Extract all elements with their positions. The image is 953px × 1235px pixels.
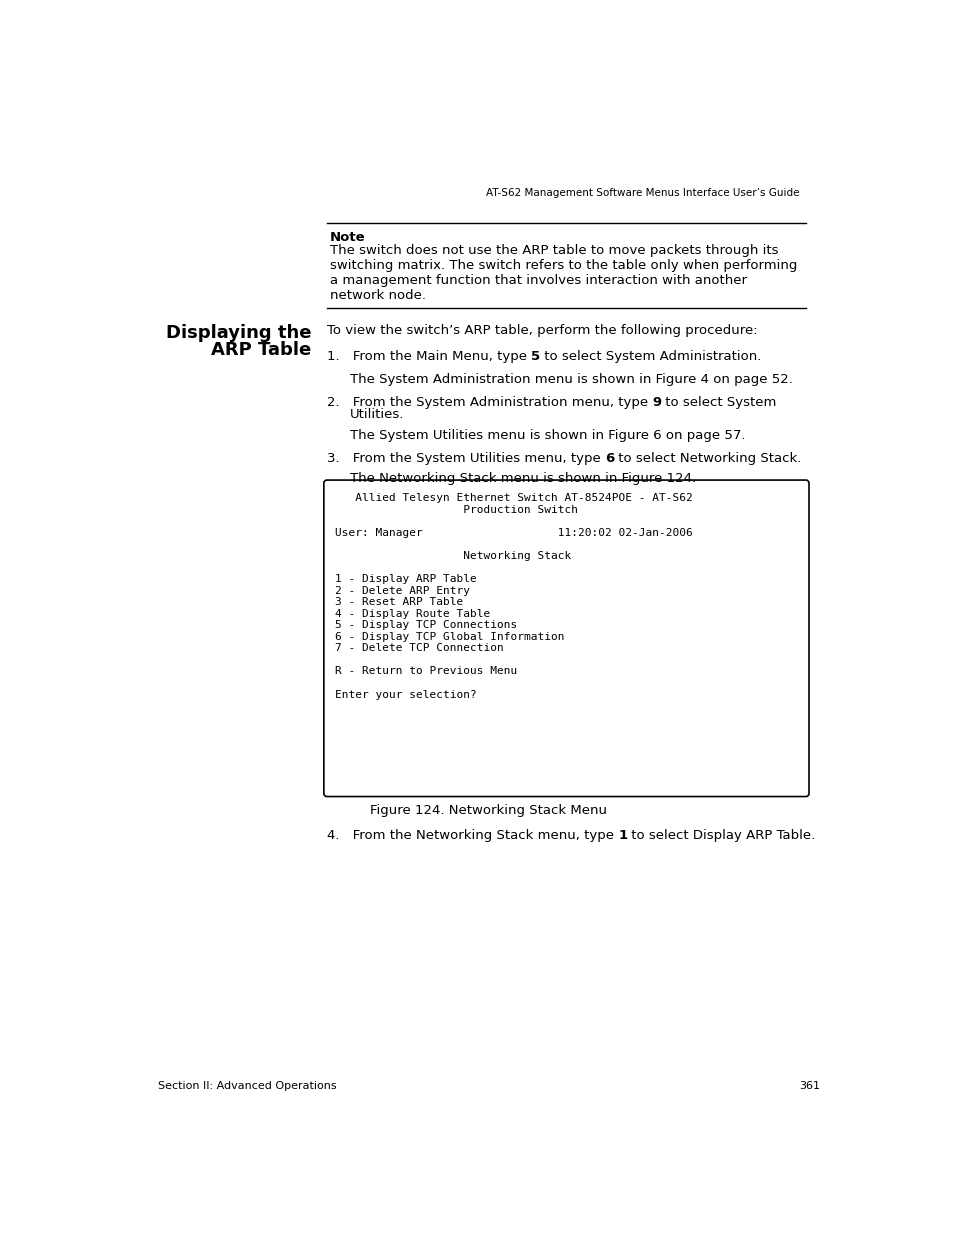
Text: 6: 6	[604, 452, 614, 466]
Text: 1 - Display ARP Table: 1 - Display ARP Table	[335, 574, 476, 584]
Text: 7 - Delete TCP Connection: 7 - Delete TCP Connection	[335, 643, 503, 653]
Text: 2.  From the System Administration menu, type: 2. From the System Administration menu, …	[327, 396, 652, 409]
Text: to select System: to select System	[660, 396, 776, 409]
Text: 5: 5	[531, 350, 539, 363]
Text: Section II: Advanced Operations: Section II: Advanced Operations	[158, 1082, 336, 1092]
Text: 6 - Display TCP Global Information: 6 - Display TCP Global Information	[335, 632, 563, 642]
Text: Note: Note	[330, 231, 365, 245]
Text: 9: 9	[652, 396, 660, 409]
Text: 4.  From the Networking Stack menu, type: 4. From the Networking Stack menu, type	[327, 829, 618, 842]
Text: Networking Stack: Networking Stack	[335, 551, 570, 561]
Text: Production Switch: Production Switch	[335, 505, 578, 515]
Text: The System Administration menu is shown in Figure 4 on page 52.: The System Administration menu is shown …	[350, 373, 792, 387]
Text: Figure 124. Networking Stack Menu: Figure 124. Networking Stack Menu	[370, 804, 607, 818]
Text: 3 - Reset ARP Table: 3 - Reset ARP Table	[335, 597, 462, 608]
Text: to select Display ARP Table.: to select Display ARP Table.	[627, 829, 815, 842]
Text: 5 - Display TCP Connections: 5 - Display TCP Connections	[335, 620, 517, 630]
Text: 361: 361	[798, 1082, 819, 1092]
Text: to select System Administration.: to select System Administration.	[539, 350, 760, 363]
Text: Utilities.: Utilities.	[350, 408, 404, 421]
FancyBboxPatch shape	[323, 480, 808, 797]
Text: Allied Telesyn Ethernet Switch AT-8524POE - AT-S62: Allied Telesyn Ethernet Switch AT-8524PO…	[335, 493, 692, 503]
Text: The switch does not use the ARP table to move packets through its
switching matr: The switch does not use the ARP table to…	[330, 245, 797, 303]
Text: User: Manager                    11:20:02 02-Jan-2006: User: Manager 11:20:02 02-Jan-2006	[335, 527, 692, 537]
Text: ARP Table: ARP Table	[211, 341, 311, 358]
Text: AT-S62 Management Software Menus Interface User’s Guide: AT-S62 Management Software Menus Interfa…	[486, 188, 799, 199]
Text: Enter your selection?: Enter your selection?	[335, 689, 476, 699]
Text: The Networking Stack menu is shown in Figure 124.: The Networking Stack menu is shown in Fi…	[350, 472, 696, 484]
Text: The System Utilities menu is shown in Figure 6 on page 57.: The System Utilities menu is shown in Fi…	[350, 430, 745, 442]
Text: To view the switch’s ARP table, perform the following procedure:: To view the switch’s ARP table, perform …	[327, 324, 757, 337]
Text: 2 - Delete ARP Entry: 2 - Delete ARP Entry	[335, 585, 469, 595]
Text: 1: 1	[618, 829, 627, 842]
Text: Displaying the: Displaying the	[166, 324, 311, 342]
Text: to select Networking Stack.: to select Networking Stack.	[614, 452, 801, 466]
Text: 4 - Display Route Table: 4 - Display Route Table	[335, 609, 490, 619]
Text: 1.  From the Main Menu, type: 1. From the Main Menu, type	[327, 350, 531, 363]
Text: R - Return to Previous Menu: R - Return to Previous Menu	[335, 667, 517, 677]
Text: 3.  From the System Utilities menu, type: 3. From the System Utilities menu, type	[327, 452, 604, 466]
